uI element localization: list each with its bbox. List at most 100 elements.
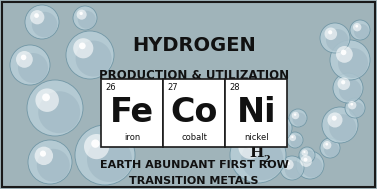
Circle shape — [290, 135, 302, 147]
FancyBboxPatch shape — [225, 79, 287, 147]
Circle shape — [10, 45, 50, 85]
Circle shape — [271, 121, 276, 125]
Circle shape — [328, 30, 332, 34]
Circle shape — [35, 88, 59, 112]
Circle shape — [354, 24, 369, 39]
Circle shape — [325, 143, 328, 146]
Circle shape — [66, 31, 114, 79]
Circle shape — [289, 109, 307, 127]
Circle shape — [79, 43, 86, 49]
Circle shape — [285, 161, 303, 179]
Circle shape — [42, 93, 50, 101]
Circle shape — [301, 149, 308, 156]
Text: cobalt: cobalt — [181, 133, 207, 142]
Circle shape — [326, 29, 348, 51]
FancyBboxPatch shape — [163, 79, 225, 147]
Circle shape — [287, 162, 290, 165]
Circle shape — [324, 142, 339, 157]
Text: nickel: nickel — [244, 133, 268, 142]
Circle shape — [38, 91, 80, 133]
Circle shape — [349, 102, 364, 117]
Circle shape — [338, 48, 368, 78]
Circle shape — [37, 149, 70, 182]
Circle shape — [322, 107, 358, 143]
Text: Co: Co — [170, 96, 218, 129]
Circle shape — [34, 13, 39, 18]
Text: PRODUCTION & UTILIZATION: PRODUCTION & UTILIZATION — [99, 69, 289, 82]
Circle shape — [27, 80, 83, 136]
Circle shape — [348, 101, 356, 109]
Circle shape — [18, 53, 48, 83]
Circle shape — [320, 138, 340, 158]
Text: Fe: Fe — [110, 96, 154, 129]
Text: 28: 28 — [229, 83, 240, 92]
Circle shape — [73, 38, 93, 58]
Text: Ni: Ni — [236, 96, 276, 129]
Text: 27: 27 — [167, 83, 178, 92]
Circle shape — [333, 73, 363, 103]
Text: H: H — [249, 146, 263, 160]
Circle shape — [245, 140, 253, 148]
Circle shape — [356, 25, 358, 28]
Circle shape — [87, 137, 132, 182]
Circle shape — [28, 140, 72, 184]
Circle shape — [284, 160, 294, 170]
Circle shape — [280, 156, 304, 180]
Circle shape — [320, 23, 350, 53]
Circle shape — [327, 112, 343, 128]
Circle shape — [91, 139, 100, 148]
Circle shape — [300, 155, 312, 167]
Circle shape — [303, 158, 308, 162]
Circle shape — [241, 138, 283, 180]
Circle shape — [299, 147, 315, 163]
Circle shape — [336, 46, 353, 63]
Circle shape — [341, 50, 346, 55]
Circle shape — [303, 151, 306, 153]
Circle shape — [296, 151, 324, 179]
Circle shape — [290, 134, 296, 141]
Circle shape — [302, 150, 314, 162]
Text: EARTH ABUNDANT FIRST ROW: EARTH ABUNDANT FIRST ROW — [100, 160, 288, 170]
Text: iron: iron — [124, 133, 140, 142]
Circle shape — [350, 20, 370, 40]
Circle shape — [353, 23, 362, 31]
Circle shape — [323, 141, 331, 149]
Circle shape — [75, 125, 135, 185]
Circle shape — [84, 134, 109, 159]
Text: 26: 26 — [105, 83, 116, 92]
Circle shape — [287, 132, 303, 148]
Circle shape — [325, 28, 337, 40]
Circle shape — [25, 5, 59, 39]
Circle shape — [293, 113, 306, 126]
Circle shape — [77, 10, 87, 20]
Circle shape — [268, 118, 280, 130]
Circle shape — [350, 103, 353, 106]
Text: 2: 2 — [264, 154, 270, 163]
Circle shape — [21, 55, 26, 60]
Circle shape — [345, 98, 365, 118]
Circle shape — [30, 10, 44, 24]
Circle shape — [302, 157, 323, 178]
Text: HYDROGEN: HYDROGEN — [132, 36, 256, 55]
Circle shape — [270, 120, 291, 141]
Circle shape — [80, 12, 83, 15]
Circle shape — [337, 77, 350, 90]
Circle shape — [73, 6, 97, 30]
Circle shape — [16, 51, 33, 68]
Circle shape — [238, 135, 262, 159]
Circle shape — [291, 136, 294, 138]
Circle shape — [78, 11, 96, 29]
Circle shape — [40, 151, 46, 157]
Circle shape — [329, 114, 356, 141]
Circle shape — [35, 147, 53, 165]
Circle shape — [332, 116, 337, 121]
Circle shape — [294, 113, 296, 116]
Circle shape — [292, 112, 299, 119]
Circle shape — [330, 40, 370, 80]
Circle shape — [230, 127, 286, 183]
Circle shape — [341, 80, 345, 84]
Circle shape — [264, 114, 292, 142]
FancyBboxPatch shape — [101, 79, 163, 147]
Circle shape — [339, 79, 362, 101]
Circle shape — [76, 41, 112, 77]
